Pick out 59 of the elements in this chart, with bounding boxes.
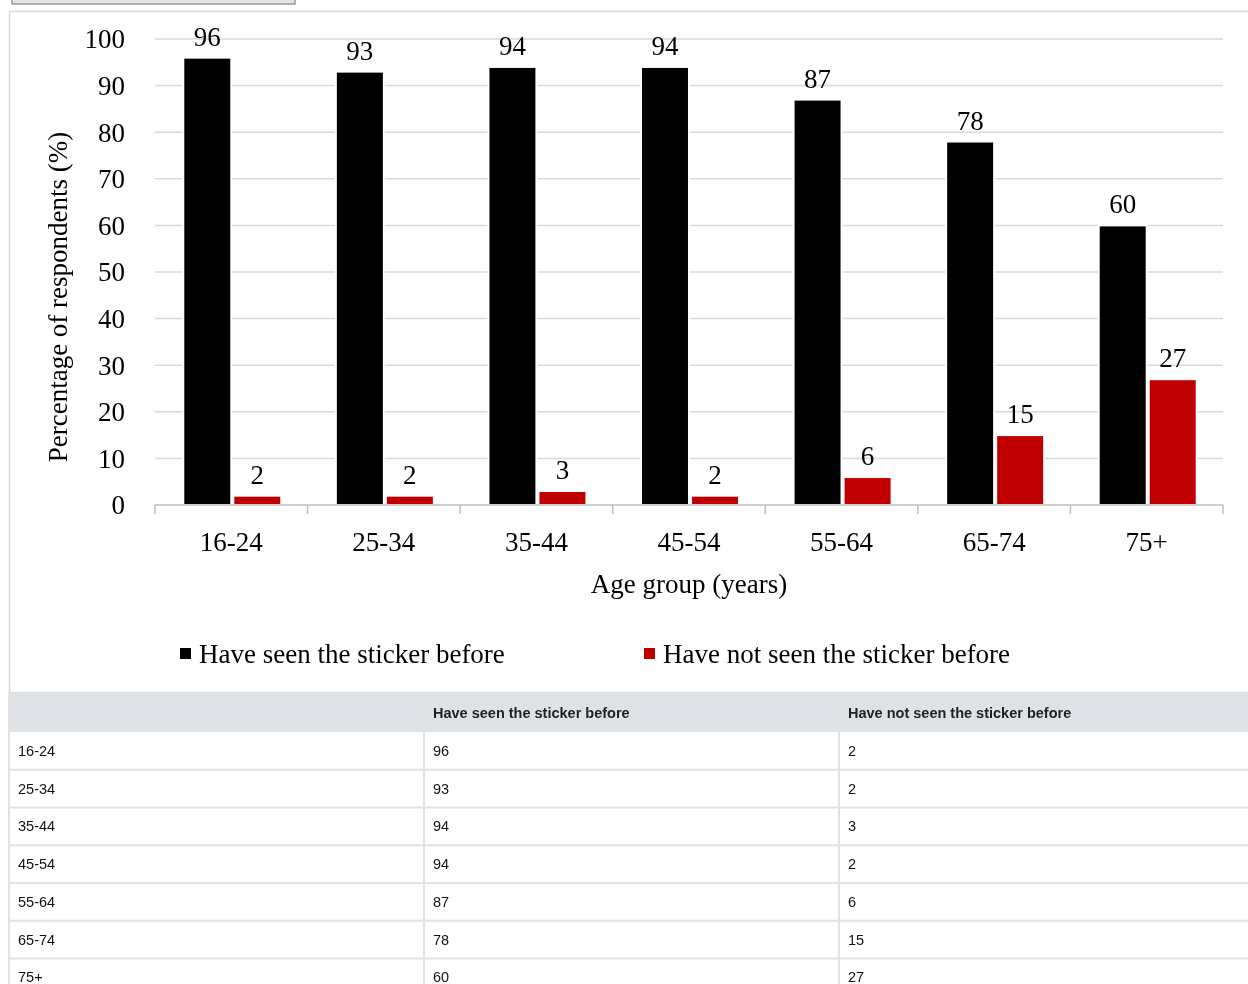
y-tick-label: 40 xyxy=(98,304,125,335)
data-label: 6 xyxy=(848,893,857,910)
data-label: 2 xyxy=(708,459,722,490)
data-label: 94 xyxy=(433,856,450,873)
category-label: 55-64 xyxy=(18,893,56,910)
data-label: 96 xyxy=(193,21,221,52)
y-tick-label: 30 xyxy=(98,350,125,381)
x-tick-label: 45-54 xyxy=(657,527,721,558)
data-label: 27 xyxy=(1159,343,1187,374)
category-label: 35-44 xyxy=(18,818,56,835)
y-tick-label: 100 xyxy=(84,24,125,55)
x-tick-label: 16-24 xyxy=(199,527,264,558)
y-tick-label: 80 xyxy=(98,117,125,148)
text: Have not seen the sticker before xyxy=(848,705,1072,722)
y-tick-label: 90 xyxy=(98,71,125,102)
x-tick-label: 35-44 xyxy=(504,527,569,558)
data-label: 2 xyxy=(848,742,857,759)
data-label: 27 xyxy=(848,969,865,984)
x-tick-label: 25-34 xyxy=(352,527,416,558)
data-label: 60 xyxy=(1109,189,1137,220)
data-label: 94 xyxy=(498,30,527,61)
data-label: 87 xyxy=(804,63,832,94)
y-tick-label: 70 xyxy=(98,164,125,195)
data-label: 2 xyxy=(848,856,857,873)
y-tick-label: 10 xyxy=(98,443,125,474)
text: Have seen the sticker before xyxy=(433,705,630,722)
data-label: 3 xyxy=(555,455,570,486)
data-label: 15 xyxy=(848,931,865,948)
y-tick-label: 50 xyxy=(98,257,125,288)
data-label: 96 xyxy=(433,742,450,759)
data-label: 2 xyxy=(403,459,417,490)
category-label: 16-24 xyxy=(18,742,56,759)
category-label: 25-34 xyxy=(18,780,56,797)
data-label: 2 xyxy=(250,459,265,490)
data-label: 78 xyxy=(956,105,984,136)
category-label: 65-74 xyxy=(18,931,56,948)
category-label: 75+ xyxy=(18,969,43,984)
y-tick-label: 20 xyxy=(98,397,125,428)
data-label: 6 xyxy=(860,441,875,472)
category-label: 45-54 xyxy=(18,856,56,873)
data-label: 15 xyxy=(1006,399,1034,430)
y-tick-label: 60 xyxy=(98,210,125,241)
x-tick-label: 75+ xyxy=(1125,527,1168,558)
data-label: 87 xyxy=(433,893,450,910)
data-label: 2 xyxy=(848,780,857,797)
data-label: 78 xyxy=(433,931,450,948)
y-tick-label: 0 xyxy=(111,490,125,521)
legend-label: Have seen the sticker before xyxy=(199,639,505,670)
x-axis-title: Age group (years) xyxy=(590,569,788,600)
x-tick-label: 65-74 xyxy=(962,527,1027,558)
data-label: 3 xyxy=(848,818,857,835)
data-label: 94 xyxy=(651,30,679,61)
data-label: 93 xyxy=(346,35,374,66)
x-tick-label: 55-64 xyxy=(810,527,874,558)
legend-label: Have not seen the sticker before xyxy=(663,639,1011,670)
data-label: 94 xyxy=(433,818,450,835)
y-axis-title: Percentage of respondents (%) xyxy=(43,131,74,463)
data-label: 60 xyxy=(433,969,450,984)
data-label: 93 xyxy=(433,780,450,797)
